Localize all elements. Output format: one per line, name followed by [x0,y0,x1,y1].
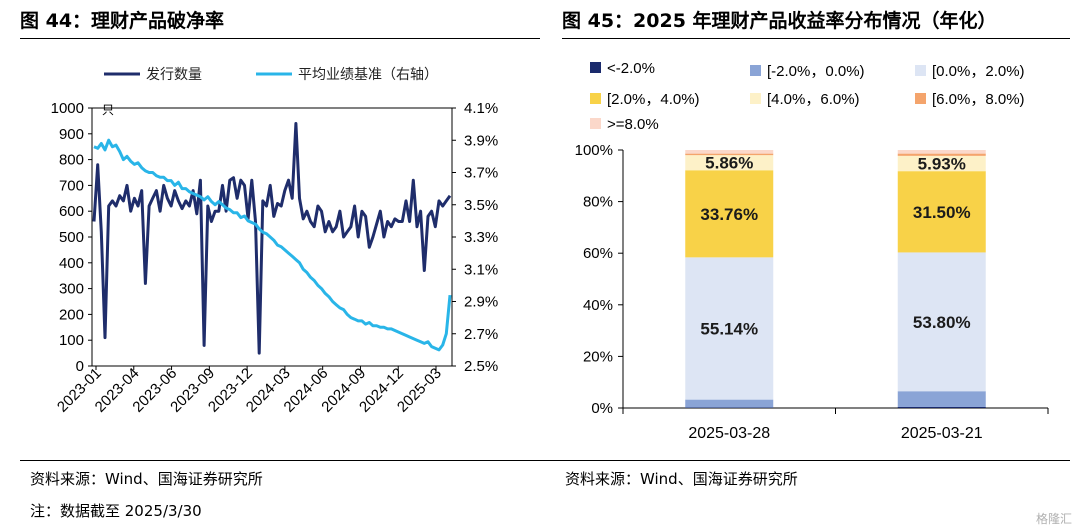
left-axis-tick-label: 900 [59,126,84,143]
legend-swatch [590,62,601,74]
legend-item-4: [2.0%，4.0%) [590,88,700,109]
right-axis-tick-label: 2.7% [464,326,498,343]
bar-segment-2025-03-21-5 [897,155,986,172]
bar-segment-2025-03-21-1 [897,406,986,408]
left-axis-tick-label: 1000 [51,100,84,117]
legend-swatch [590,118,601,130]
y-axis-tick-label: 0% [591,400,613,417]
bar-segment-2025-03-28-5 [685,155,774,171]
bar-segment-2025-03-21-7 [897,150,986,154]
left-axis-tick-label: 100 [59,332,84,349]
legend-item-1: <-2.0% [590,60,655,77]
bar-data-label: 5.93% [918,155,966,174]
left-title-rule [20,38,540,39]
bar-segment-2025-03-21-2 [897,391,986,407]
watermark: 格隆汇 [1035,512,1072,526]
bar-segment-2025-03-21-3 [897,252,986,392]
right-source: 资料来源：Wind、国海证券研究所 [565,470,798,488]
legend-swatch [750,93,761,105]
left-axis-unit: 只 [102,103,114,117]
left-source: 资料来源：Wind、国海证券研究所 [30,470,263,488]
legend-label: [4.0%，6.0%) [767,91,860,108]
legend-item-3: [0.0%，2.0%) [915,60,1025,81]
right-axis-tick-label: 2.5% [464,358,498,375]
bar-segment-2025-03-28-6 [685,153,774,156]
bar-data-label: 55.14% [700,319,758,338]
legend-label-1: 发行数量 [146,66,202,82]
x-axis-category-label: 2025-03-21 [901,425,983,442]
right-chart-title: 图 45：2025 年理财产品收益率分布情况（年化） [562,10,997,32]
left-chart-title: 图 44：理财产品破净率 [20,10,225,32]
bar-data-label: 31.50% [913,203,971,222]
right-axis-tick-label: 3.1% [464,261,498,278]
legend-label: >=8.0% [607,116,659,133]
left-axis-tick-label: 0 [76,358,84,375]
bar-data-label: 33.76% [700,205,758,224]
y-axis-tick-label: 20% [583,348,613,365]
data-note: 注：数据截至 2025/3/30 [30,502,202,520]
right-axis-tick-label: 3.5% [464,197,498,214]
left-axis-tick-label: 300 [59,281,84,298]
bar-segment-2025-03-28-2 [685,399,774,408]
left-axis-tick-label: 800 [59,152,84,169]
legend-label: [0.0%，2.0%) [932,63,1025,80]
right-axis-tick-label: 3.9% [464,132,498,149]
bar-segment-2025-03-28-3 [685,257,774,400]
legend-swatch [915,65,926,77]
bar-segment-2025-03-21-4 [897,171,986,253]
left-axis-tick-label: 500 [59,229,84,246]
bar-segment-2025-03-28-7 [685,150,774,154]
bar-data-label: 5.86% [705,154,753,173]
yield-distribution-bar-chart: 0% 20% 40% 60% 80% 100% 2025-03-28 2025-03-21 5… [575,142,1049,442]
left-axis-tick-label: 200 [59,306,84,323]
y-axis-tick-label: 40% [583,297,613,314]
legend-label: [-2.0%，0.0%) [767,63,865,80]
legend-swatch [590,93,601,105]
legend-item-5: [4.0%，6.0%) [750,88,860,109]
legend-item-2: [-2.0%，0.0%) [750,60,865,81]
legend-label: [6.0%，8.0%) [932,91,1025,108]
y-axis-tick-label: 60% [583,245,613,262]
legend-label-2: 平均业绩基准（右轴） [298,66,438,82]
left-axis-tick-label: 600 [59,203,84,220]
right-axis-tick-label: 3.3% [464,229,498,246]
bar-segment-2025-03-21-6 [897,153,986,156]
bar-data-label: 53.80% [913,313,971,332]
series-line-avg-benchmark [93,138,452,352]
legend-swatch [915,93,926,105]
right-axis-tick-label: 4.1% [464,100,498,117]
bar-segment-2025-03-28-4 [685,170,774,258]
legend-label: <-2.0% [607,60,655,77]
issuance-line-chart: 发行数量 平均业绩基准（右轴） 0 100 200 300 400 500 600 700 800… [51,66,499,416]
y-axis-tick-label: 80% [583,194,613,211]
x-axis-category-label: 2025-03-28 [688,425,770,442]
left-axis-tick-label: 400 [59,255,84,272]
right-axis-tick-label: 3.7% [464,165,498,182]
left-axis-tick-label: 700 [59,177,84,194]
y-axis-tick-label: 100% [575,142,613,159]
footer-rule [20,460,1070,461]
legend-swatch [750,65,761,77]
series-line-issuance-count [92,122,452,355]
legend-item-6: [6.0%，8.0%) [915,88,1025,109]
legend-item-7: >=8.0% [590,116,659,133]
legend-label: [2.0%，4.0%) [607,91,700,108]
right-axis-tick-label: 2.9% [464,294,498,311]
right-title-rule [562,38,1070,39]
